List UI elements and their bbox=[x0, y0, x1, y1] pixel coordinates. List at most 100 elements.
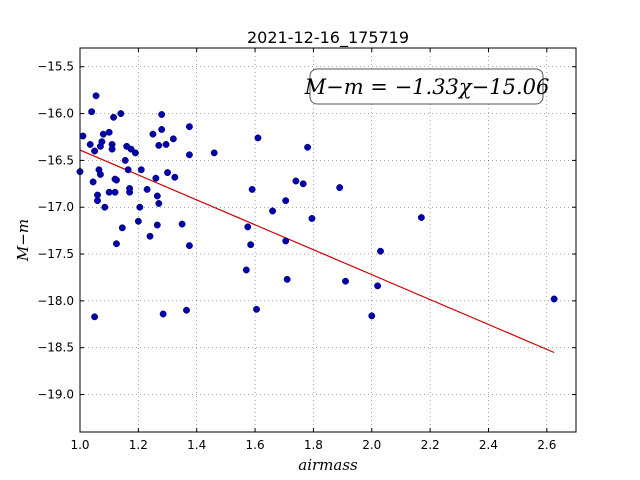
data-point bbox=[304, 143, 312, 151]
data-point bbox=[96, 170, 104, 178]
fit-line-layer bbox=[79, 149, 555, 354]
axis-ticks bbox=[79, 48, 576, 432]
data-point bbox=[155, 141, 163, 149]
data-point bbox=[143, 185, 151, 193]
data-point bbox=[127, 145, 135, 153]
data-point bbox=[162, 141, 170, 148]
data-point bbox=[105, 128, 113, 136]
data-point bbox=[283, 275, 291, 283]
data-point bbox=[269, 207, 277, 215]
data-point bbox=[185, 123, 193, 131]
equation-box bbox=[309, 68, 544, 105]
data-point bbox=[282, 197, 290, 205]
x-tick-label: 2.0 bbox=[362, 438, 381, 452]
data-point bbox=[99, 130, 107, 138]
data-point bbox=[146, 232, 154, 240]
data-point bbox=[149, 130, 157, 138]
data-point bbox=[342, 277, 349, 285]
x-tick-label: 2.2 bbox=[421, 438, 440, 452]
y-tick-label: −18.5 bbox=[37, 341, 74, 355]
data-point bbox=[210, 149, 218, 157]
x-tick-label: 1.6 bbox=[246, 438, 265, 452]
chart-title: 2021-12-16_175719 bbox=[247, 28, 409, 48]
data-point bbox=[108, 145, 116, 153]
data-point bbox=[94, 191, 101, 199]
x-tick-label: 2.4 bbox=[479, 438, 498, 452]
data-point bbox=[131, 149, 139, 157]
y-tick-label: −19.0 bbox=[37, 388, 74, 402]
data-point bbox=[254, 134, 262, 142]
data-point bbox=[153, 221, 161, 229]
equation-annotation: M−m = −1.33χ−15.06 bbox=[304, 68, 550, 105]
data-point bbox=[164, 169, 171, 177]
data-point bbox=[121, 156, 129, 164]
data-point bbox=[88, 108, 96, 116]
data-point bbox=[299, 180, 307, 188]
data-point bbox=[158, 111, 166, 118]
x-tick-label: 1.8 bbox=[304, 438, 323, 452]
data-point bbox=[110, 113, 118, 121]
plot-area-frame bbox=[79, 47, 577, 433]
data-point bbox=[159, 310, 167, 318]
data-point bbox=[136, 203, 144, 211]
x-tick-label: 1.4 bbox=[187, 438, 206, 452]
data-point bbox=[113, 240, 120, 248]
data-point bbox=[152, 174, 160, 182]
data-point bbox=[169, 135, 177, 143]
data-point bbox=[308, 215, 316, 222]
grid bbox=[79, 48, 576, 432]
data-point bbox=[113, 176, 120, 184]
y-tick-label: −18.0 bbox=[37, 294, 74, 308]
data-point bbox=[253, 305, 260, 313]
data-point bbox=[247, 241, 255, 249]
data-point bbox=[417, 214, 425, 221]
data-point bbox=[137, 166, 145, 174]
data-point bbox=[124, 166, 132, 174]
data-point bbox=[242, 266, 250, 274]
data-point bbox=[89, 178, 97, 186]
data-point bbox=[550, 295, 558, 303]
data-point bbox=[158, 126, 166, 133]
data-point bbox=[134, 217, 142, 225]
equation-text: M−m = −1.33χ−15.06 bbox=[304, 75, 550, 99]
data-point bbox=[244, 223, 252, 231]
y-axis-label: M−m bbox=[14, 219, 32, 262]
y-tick-label: −17.5 bbox=[37, 247, 74, 261]
y-tick-label: −16.0 bbox=[37, 107, 74, 121]
data-point bbox=[117, 110, 125, 118]
data-point bbox=[79, 132, 87, 140]
data-point bbox=[292, 177, 300, 185]
y-tick-label: −17.0 bbox=[37, 200, 74, 214]
data-point bbox=[126, 185, 134, 192]
data-point bbox=[178, 220, 186, 228]
data-point bbox=[377, 247, 384, 255]
data-point bbox=[368, 312, 376, 320]
x-tick-labels: 1.0 1.2 1.4 1.6 1.8 2.0 2.2 2.4 2.6 bbox=[70, 438, 556, 452]
x-tick-label: 1.0 bbox=[70, 438, 89, 452]
fit-line bbox=[79, 149, 555, 354]
data-point bbox=[185, 242, 193, 250]
data-point bbox=[282, 237, 290, 245]
data-point bbox=[155, 200, 163, 207]
data-point bbox=[153, 192, 161, 200]
data-point bbox=[105, 188, 113, 196]
x-tick-label: 1.2 bbox=[129, 438, 148, 452]
data-point bbox=[183, 306, 190, 314]
data-point bbox=[91, 313, 99, 321]
data-point bbox=[185, 151, 193, 159]
data-point bbox=[171, 173, 179, 181]
data-point bbox=[98, 138, 106, 146]
data-point bbox=[86, 141, 94, 148]
data-points bbox=[76, 92, 558, 321]
data-point bbox=[92, 92, 100, 100]
data-point bbox=[91, 147, 99, 155]
data-point bbox=[336, 184, 344, 192]
x-tick-label: 2.6 bbox=[537, 438, 556, 452]
data-point bbox=[374, 282, 382, 290]
y-tick-labels: −15.5 −16.0 −16.5 −17.0 −17.5 −18.0 −18.5 −19.0 bbox=[37, 60, 74, 402]
y-tick-label: −15.5 bbox=[37, 60, 74, 74]
x-axis-label: airmass bbox=[298, 456, 358, 474]
data-point bbox=[118, 224, 126, 232]
y-tick-label: −16.5 bbox=[37, 153, 74, 167]
